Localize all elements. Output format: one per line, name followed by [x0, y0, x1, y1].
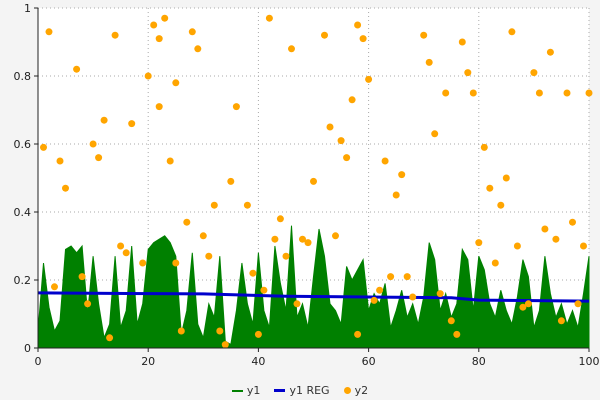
chart-legend: y1 y1 REG y2 [0, 384, 600, 397]
y1-line-swatch [231, 389, 243, 392]
legend-item-y1[interactable]: y1 [231, 384, 261, 397]
svg-text:0.4: 0.4 [14, 206, 32, 219]
svg-text:60: 60 [362, 355, 376, 368]
svg-text:40: 40 [251, 355, 265, 368]
svg-text:0: 0 [35, 355, 42, 368]
legend-item-y1-reg[interactable]: y1 REG [274, 384, 330, 397]
svg-text:0.6: 0.6 [14, 138, 32, 151]
svg-text:0.2: 0.2 [14, 274, 32, 287]
svg-text:80: 80 [472, 355, 486, 368]
svg-text:20: 20 [141, 355, 155, 368]
svg-text:0.8: 0.8 [14, 70, 32, 83]
y1-reg-line-swatch [274, 389, 286, 392]
legend-label-y1: y1 [246, 384, 261, 397]
legend-label-y1-reg: y1 REG [289, 384, 330, 397]
svg-text:100: 100 [579, 355, 600, 368]
legend-label-y2: y2 [354, 384, 369, 397]
legend-item-y2[interactable]: y2 [343, 384, 369, 397]
y2-dot-swatch [343, 387, 351, 394]
svg-text:0: 0 [24, 342, 31, 355]
svg-text:1: 1 [24, 2, 31, 15]
